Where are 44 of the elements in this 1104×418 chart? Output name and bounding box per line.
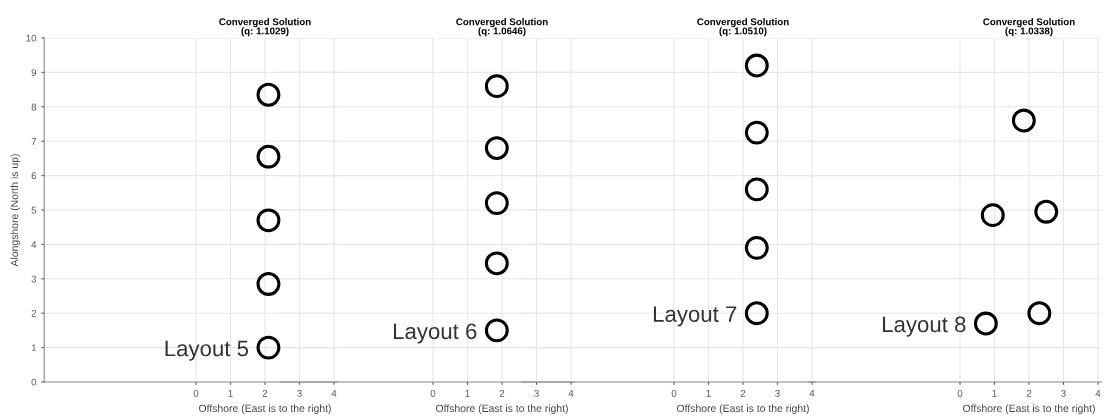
x-tick-label: 2 xyxy=(499,389,505,397)
y-tick-label: 2 xyxy=(31,309,37,317)
y-tick-label: 7 xyxy=(31,138,37,145)
y-tick-label: 0 xyxy=(31,378,37,386)
chart-title: Converged Solution (q: 1.1029) xyxy=(219,18,311,37)
annotation: Layout 7 xyxy=(653,306,737,327)
y-tick-label: 3 xyxy=(31,275,37,283)
x-tick-label: 3 xyxy=(297,389,302,397)
annotation: Layout 6 xyxy=(393,323,477,344)
y-tick-label: 10 xyxy=(26,34,37,42)
x-axis-title: Offshore (East is to the right) xyxy=(963,404,1095,415)
x-tick-label: 0 xyxy=(671,389,677,397)
x-tick-label: 4 xyxy=(568,390,574,397)
x-tick-label: 4 xyxy=(1095,390,1101,397)
x-axis-title: Offshore (East is to the right) xyxy=(436,404,568,415)
annotation: Layout 8 xyxy=(883,316,966,337)
x-tick-label: 1 xyxy=(228,390,233,397)
x-tick-label: 1 xyxy=(706,390,711,397)
y-tick-label: 1 xyxy=(31,344,37,352)
x-tick-label: 1 xyxy=(465,390,470,397)
x-axis-title: Offshore (East is to the right) xyxy=(199,404,331,415)
y-tick-label: 8 xyxy=(31,103,37,111)
x-tick-label: 0 xyxy=(957,389,963,397)
y-tick-label: 6 xyxy=(31,172,37,180)
annotation: Layout 5 xyxy=(165,340,249,361)
x-tick-label: 2 xyxy=(1026,389,1032,397)
y-axis-title: Alongshore (North is up) xyxy=(10,154,21,267)
chart-title: Converged Solution (q: 1.0646) xyxy=(456,18,548,37)
x-tick-label: 2 xyxy=(740,389,746,397)
x-tick-label: 3 xyxy=(1061,389,1066,397)
x-tick-label: 4 xyxy=(331,390,337,397)
x-tick-label: 0 xyxy=(193,389,199,397)
x-tick-label: 0 xyxy=(430,389,436,397)
x-tick-label: 3 xyxy=(534,389,539,397)
x-tick-label: 4 xyxy=(809,390,815,397)
x-axis-title: Offshore (East is to the right) xyxy=(677,404,809,415)
x-tick-label: 3 xyxy=(775,389,780,397)
y-tick-label: 9 xyxy=(31,69,37,77)
chart-title: Converged Solution (q: 1.0510) xyxy=(697,18,789,37)
x-tick-label: 1 xyxy=(992,390,997,397)
y-tick-label: 4 xyxy=(31,241,37,248)
chart-title: Converged Solution (q: 1.0338) xyxy=(983,18,1075,37)
x-tick-label: 2 xyxy=(262,389,268,397)
y-tick-label: 5 xyxy=(31,206,37,214)
